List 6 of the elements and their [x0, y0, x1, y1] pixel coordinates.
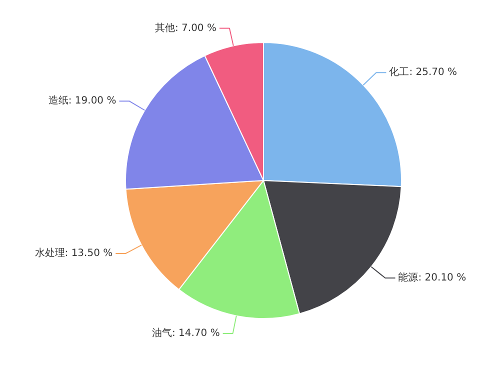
- slice-label: 造纸: 19.00 %: [48, 94, 116, 107]
- slice-label: 水处理: 13.50 %: [34, 246, 113, 259]
- slice-label: 油气: 14.70 %: [152, 326, 220, 339]
- slice-label: 其他: 7.00 %: [154, 22, 216, 34]
- slice-label: 化工: 25.70 %: [389, 66, 458, 78]
- slice-label: 能源: 20.10 %: [398, 272, 466, 284]
